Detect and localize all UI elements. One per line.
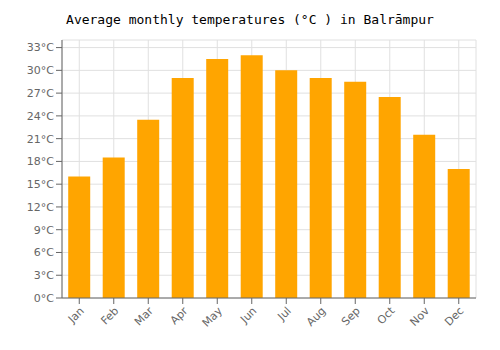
svg-text:Jul: Jul: [275, 304, 294, 323]
svg-text:Oct: Oct: [375, 304, 398, 327]
svg-text:Dec: Dec: [442, 304, 466, 328]
svg-text:Aug: Aug: [304, 304, 328, 328]
html-text:Average monthly temperatures (: Average monthly temperatures (°C ) in Ba…: [66, 12, 434, 27]
svg-text:Jun: Jun: [237, 304, 259, 326]
svg-text:Feb: Feb: [98, 304, 121, 327]
svg-text:Apr: Apr: [168, 304, 191, 327]
svg-text:15°C: 15°C: [27, 178, 54, 191]
svg-text:May: May: [200, 304, 226, 330]
svg-text:Jan: Jan: [65, 304, 87, 326]
svg-text:27°C: 27°C: [27, 87, 54, 100]
svg-text:12°C: 12°C: [27, 201, 54, 214]
svg-text:Nov: Nov: [408, 304, 433, 329]
svg-text:21°C: 21°C: [27, 133, 54, 146]
svg-text:Sep: Sep: [339, 304, 363, 328]
svg-text:6°C: 6°C: [34, 246, 54, 259]
svg-text:Mar: Mar: [132, 304, 156, 328]
svg-text:24°C: 24°C: [27, 110, 54, 123]
svg-text:30°C: 30°C: [27, 64, 54, 77]
svg-text:33°C: 33°C: [27, 41, 54, 54]
svg-text:0°C: 0°C: [34, 292, 54, 305]
svg-text:9°C: 9°C: [34, 224, 54, 237]
svg-text:3°C: 3°C: [34, 269, 54, 282]
svg-text:18°C: 18°C: [27, 155, 54, 168]
